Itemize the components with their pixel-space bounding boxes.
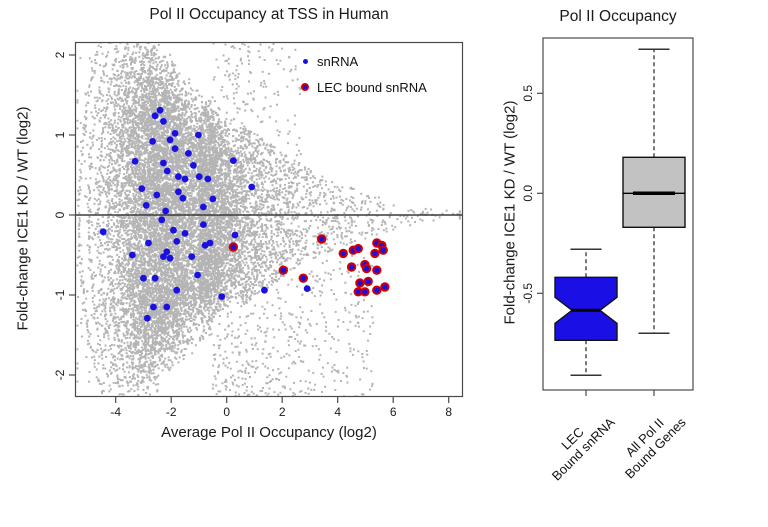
box-plot-y-axis-label: Fold-change ICE1 KD / WT (log2) [501, 100, 519, 325]
legend-item-lec: LEC bound snRNA [295, 74, 427, 100]
legend-label-snrna: snRNA [317, 53, 359, 69]
legend-label-lec: LEC bound snRNA [317, 79, 427, 95]
y-tick-label: -0.5 [521, 283, 535, 304]
snrna-dot-icon [295, 58, 315, 64]
legend-item-snrna: snRNA [295, 48, 427, 74]
box-plot-frame [542, 37, 694, 391]
y-tick-label: 0.5 [521, 85, 535, 102]
y-tick-label: 0.0 [521, 185, 535, 202]
ma-plot-y-axis-label: Fold-change ICE1 KD / WT (log2) [14, 106, 32, 331]
box-plot-xlabel-lec: LEC Bound snRNA [538, 404, 617, 484]
ma-plot-title: Pol II Occupancy at TSS in Human [149, 6, 389, 23]
ma-plot-canvas [0, 0, 492, 460]
box-plot-title: Pol II Occupancy [559, 8, 677, 25]
box-allpol2 [622, 156, 686, 229]
ma-plot-legend: snRNA LEC bound snRNA [295, 48, 427, 100]
box-plot-xlabel-allpol2: All Pol II Bound Genes [612, 404, 689, 482]
ma-plot-x-axis-label: Average Pol II Occupancy (log2) [161, 424, 377, 441]
lec-dot-icon [295, 83, 315, 91]
notched-box-lec [554, 276, 618, 341]
